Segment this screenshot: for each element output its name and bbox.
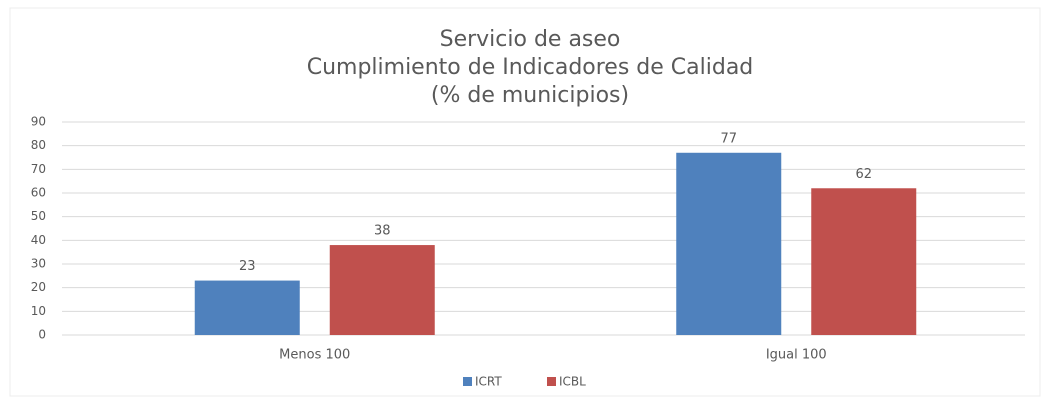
data-label: 23 <box>239 259 256 274</box>
bar <box>676 152 782 335</box>
data-label: 62 <box>855 167 872 182</box>
data-label: 77 <box>720 131 737 146</box>
y-tick-label: 90 <box>31 115 46 129</box>
y-tick-label: 60 <box>31 186 46 200</box>
chart-title: Servicio de aseo <box>440 27 621 52</box>
chart-title: (% de municipios) <box>431 83 629 108</box>
y-tick-label: 0 <box>38 328 46 342</box>
y-tick-label: 30 <box>31 257 46 271</box>
bar <box>811 188 917 335</box>
x-tick-label: Menos 100 <box>279 348 350 363</box>
bar <box>329 245 435 335</box>
legend-label: ICBL <box>559 375 586 389</box>
data-label: 38 <box>374 224 391 239</box>
bar <box>194 280 300 335</box>
legend-swatch <box>547 377 556 386</box>
y-tick-label: 80 <box>31 138 46 152</box>
legend-label: ICRT <box>475 375 502 389</box>
y-tick-label: 10 <box>31 304 46 318</box>
y-tick-label: 70 <box>31 162 46 176</box>
chart-title: Cumplimiento de Indicadores de Calidad <box>307 55 754 80</box>
x-tick-label: Igual 100 <box>766 348 827 363</box>
legend-swatch <box>463 377 472 386</box>
y-tick-label: 20 <box>31 280 46 294</box>
y-tick-label: 40 <box>31 233 46 247</box>
y-tick-label: 50 <box>31 209 46 223</box>
